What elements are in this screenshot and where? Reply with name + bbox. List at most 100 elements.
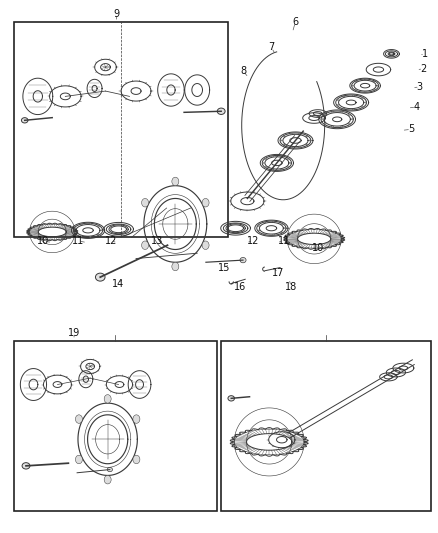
Ellipse shape [306,136,308,137]
Circle shape [202,198,209,207]
Circle shape [104,394,111,403]
Ellipse shape [97,234,99,235]
Ellipse shape [309,140,311,141]
Ellipse shape [97,225,99,227]
Text: 11: 11 [72,236,85,246]
Ellipse shape [290,163,292,164]
Text: 18: 18 [285,282,297,292]
Circle shape [133,455,140,464]
Ellipse shape [299,147,301,148]
Text: 10: 10 [37,236,49,246]
Ellipse shape [240,257,246,263]
Ellipse shape [281,232,283,233]
Ellipse shape [272,156,274,157]
Ellipse shape [343,96,345,97]
Text: 12: 12 [105,236,117,246]
Ellipse shape [284,228,286,229]
Ellipse shape [352,85,353,86]
Ellipse shape [74,228,76,229]
Ellipse shape [341,126,343,127]
Text: 17: 17 [272,268,284,278]
Ellipse shape [80,236,82,237]
Ellipse shape [373,90,375,91]
Text: 2: 2 [420,64,427,74]
Ellipse shape [21,118,28,123]
Ellipse shape [348,114,350,115]
Ellipse shape [264,233,266,235]
Circle shape [172,177,179,185]
Ellipse shape [353,109,355,110]
Ellipse shape [287,166,289,167]
Text: 8: 8 [240,66,246,76]
Ellipse shape [348,123,350,124]
Text: 12: 12 [247,236,259,246]
Ellipse shape [217,108,225,115]
Ellipse shape [262,163,264,164]
Ellipse shape [355,81,357,82]
Ellipse shape [272,169,274,170]
Ellipse shape [290,147,292,148]
Ellipse shape [361,107,363,108]
Text: 6: 6 [292,17,298,27]
Ellipse shape [324,123,326,124]
Text: 19: 19 [68,328,80,338]
Ellipse shape [324,114,326,115]
Ellipse shape [361,98,363,99]
Ellipse shape [107,467,113,472]
Ellipse shape [95,273,105,281]
Ellipse shape [281,223,283,224]
Text: 5: 5 [408,124,414,134]
Ellipse shape [306,144,308,145]
Ellipse shape [336,104,339,106]
Ellipse shape [273,221,275,222]
Text: 3: 3 [417,82,423,92]
Ellipse shape [355,90,357,91]
Ellipse shape [280,156,282,157]
Text: 15: 15 [218,263,230,272]
Ellipse shape [101,230,102,231]
Text: 1: 1 [422,49,428,59]
Text: 16: 16 [234,282,246,292]
Bar [14,341,217,511]
Ellipse shape [336,100,339,101]
Ellipse shape [351,119,353,120]
Ellipse shape [283,144,285,145]
Ellipse shape [258,225,260,227]
Ellipse shape [264,222,266,223]
Ellipse shape [74,232,76,233]
Circle shape [104,475,111,484]
Circle shape [172,262,179,271]
Ellipse shape [299,133,301,134]
Text: 4: 4 [413,102,420,112]
Ellipse shape [80,224,82,225]
Ellipse shape [377,85,378,86]
Circle shape [133,415,140,423]
Ellipse shape [321,119,323,120]
Circle shape [141,198,148,207]
Ellipse shape [364,102,367,103]
Ellipse shape [364,79,366,80]
Ellipse shape [280,140,282,141]
Text: 11: 11 [278,236,290,246]
Text: 14: 14 [112,279,124,288]
Ellipse shape [265,158,267,159]
Circle shape [141,241,148,249]
Ellipse shape [373,81,375,82]
Text: 7: 7 [268,43,275,52]
Ellipse shape [22,463,30,469]
Ellipse shape [364,91,366,92]
Text: 10: 10 [312,243,325,253]
Text: 9: 9 [113,9,120,19]
Ellipse shape [258,230,260,231]
Ellipse shape [265,166,267,167]
Circle shape [202,241,209,249]
Bar [221,341,431,511]
Circle shape [75,455,82,464]
Ellipse shape [283,136,285,137]
Ellipse shape [353,95,355,96]
Ellipse shape [331,126,334,127]
Bar [14,22,228,237]
Ellipse shape [287,158,289,159]
Circle shape [75,415,82,423]
Ellipse shape [228,395,234,401]
